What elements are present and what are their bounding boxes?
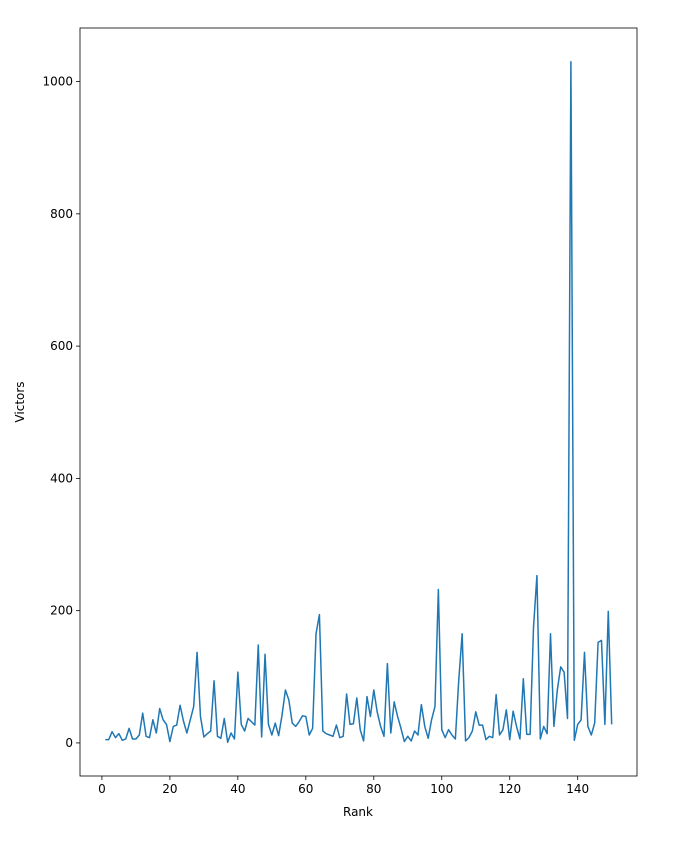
y-tick-label: 600 [50,339,73,353]
x-tick-label: 40 [230,782,245,796]
x-tick-label: 60 [298,782,313,796]
x-tick-label: 20 [162,782,177,796]
x-tick-label: 80 [366,782,381,796]
y-tick-label: 800 [50,207,73,221]
x-tick-label: 140 [566,782,589,796]
y-tick-label: 0 [65,736,73,750]
y-axis-label: Victors [13,381,27,422]
x-tick-label: 120 [498,782,521,796]
plot-frame [79,27,638,777]
x-axis-label: Rank [343,805,373,819]
x-tick-label: 0 [98,782,106,796]
x-tick-label: 100 [430,782,453,796]
line-series [105,60,613,744]
y-tick-label: 200 [50,604,73,618]
y-tick-label: 400 [50,471,73,485]
y-tick-label: 1000 [42,75,73,89]
